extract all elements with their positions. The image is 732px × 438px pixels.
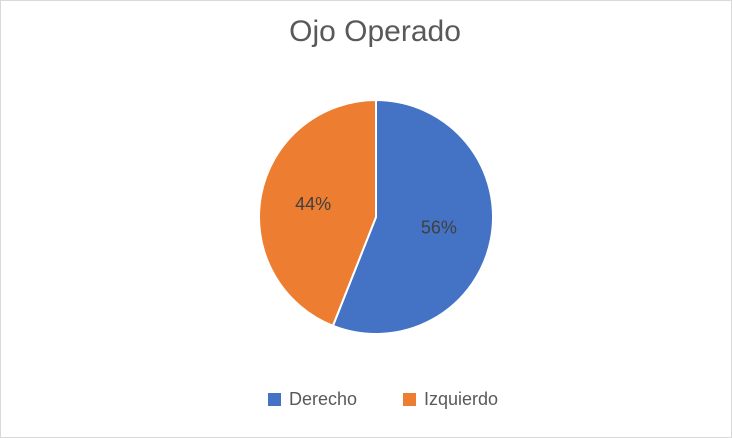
legend-swatch	[268, 393, 281, 406]
pie-slice	[331, 98, 494, 335]
pie-slice	[258, 98, 377, 328]
data-label: 56%	[421, 218, 457, 238]
legend-label: Izquierdo	[424, 389, 498, 409]
legend-label: Derecho	[289, 389, 357, 409]
data-label: 44%	[295, 194, 331, 214]
legend-swatch	[403, 393, 416, 406]
chart-title: Ojo Operado	[289, 15, 461, 48]
